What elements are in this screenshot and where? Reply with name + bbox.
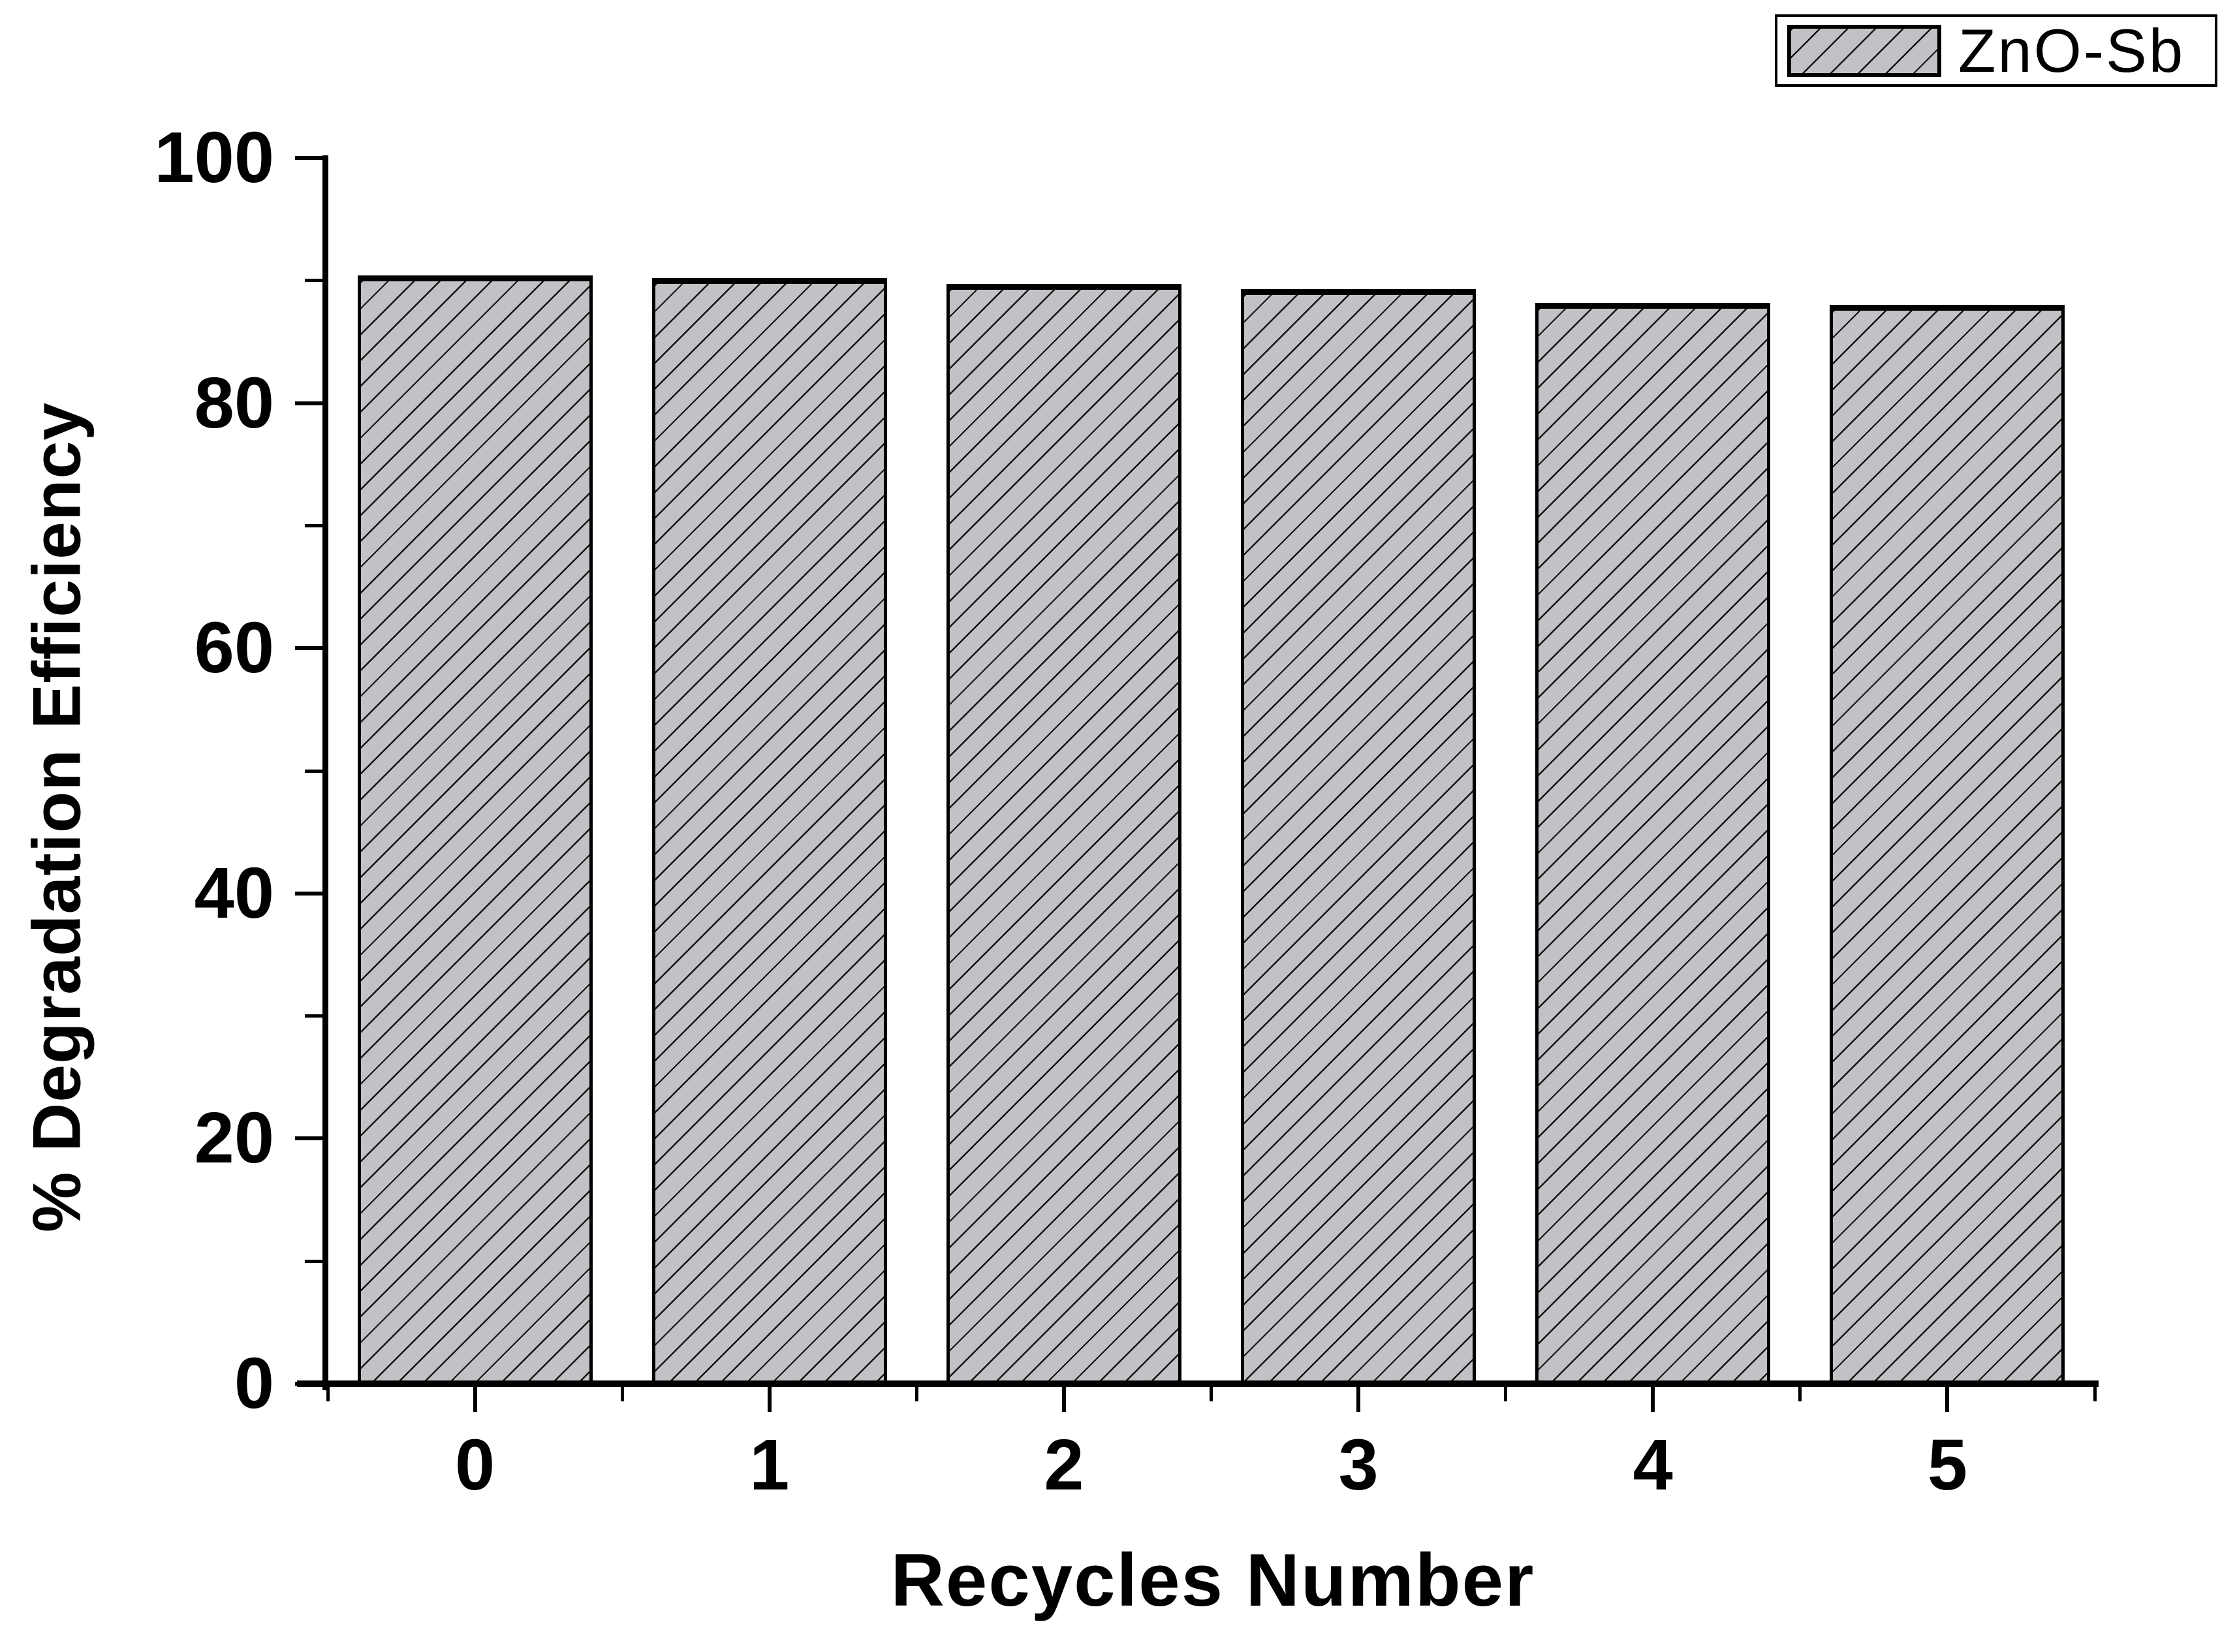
legend-swatch-hatch-icon xyxy=(1787,24,1941,77)
x-axis-minor-tick xyxy=(326,1386,330,1401)
x-axis-tick-label: 5 xyxy=(1927,1425,1967,1505)
bar-zno-sb xyxy=(651,278,887,1384)
x-axis-major-tick xyxy=(1356,1386,1361,1412)
bar-zno-sb xyxy=(946,284,1181,1384)
x-axis-minor-tick xyxy=(620,1386,624,1401)
y-axis-minor-tick xyxy=(305,1259,323,1263)
x-axis-tick-label: 4 xyxy=(1633,1425,1673,1505)
y-axis-title: % Degradation Efficiency xyxy=(19,401,95,1233)
y-axis-major-tick xyxy=(295,1136,323,1141)
y-axis-minor-tick xyxy=(305,523,323,527)
bar-zno-sb xyxy=(1535,302,1771,1384)
x-axis-minor-tick xyxy=(1798,1386,1802,1401)
y-axis-tick-label: 60 xyxy=(194,608,274,689)
x-axis-line xyxy=(297,1380,2099,1387)
y-axis-minor-tick xyxy=(305,279,323,283)
y-axis-tick-label: 80 xyxy=(194,362,274,443)
y-axis-minor-tick xyxy=(305,1014,323,1018)
y-axis-minor-tick xyxy=(305,769,323,773)
legend-series-label: ZnO-Sb xyxy=(1958,16,2185,85)
y-axis-major-tick xyxy=(295,156,323,160)
y-axis-major-tick xyxy=(295,891,323,896)
legend: ZnO-Sb xyxy=(1775,14,2217,87)
bar-zno-sb xyxy=(1241,288,1477,1384)
bar-zno-sb xyxy=(357,275,593,1384)
y-axis-major-tick xyxy=(295,401,323,405)
bar-zno-sb xyxy=(1830,305,2065,1384)
y-axis-tick-label: 0 xyxy=(234,1343,274,1424)
x-axis-major-tick xyxy=(1061,1386,1066,1412)
x-axis-major-tick xyxy=(767,1386,772,1412)
y-axis-tick-label: 100 xyxy=(154,117,274,198)
x-axis-major-tick xyxy=(473,1386,477,1412)
x-axis-minor-tick xyxy=(2093,1386,2097,1401)
y-axis-tick-label: 20 xyxy=(194,1098,274,1179)
y-axis-line xyxy=(322,155,328,1390)
x-axis-tick-label: 1 xyxy=(749,1425,790,1505)
y-axis-tick-label: 40 xyxy=(194,852,274,933)
x-axis-minor-tick xyxy=(915,1386,918,1401)
x-axis-tick-label: 3 xyxy=(1338,1425,1379,1505)
plot-area: 0 1 2 3 4 5 xyxy=(295,155,2099,1503)
y-axis-major-tick xyxy=(295,646,323,651)
x-axis-tick-label: 0 xyxy=(454,1425,495,1505)
x-axis-minor-tick xyxy=(1210,1386,1213,1401)
x-axis-title: Recycles Number xyxy=(890,1539,1535,1622)
x-axis-minor-tick xyxy=(1504,1386,1508,1401)
x-axis-major-tick xyxy=(1651,1386,1655,1412)
x-axis-tick-label: 2 xyxy=(1044,1425,1084,1505)
x-axis-major-tick xyxy=(1945,1386,1950,1412)
